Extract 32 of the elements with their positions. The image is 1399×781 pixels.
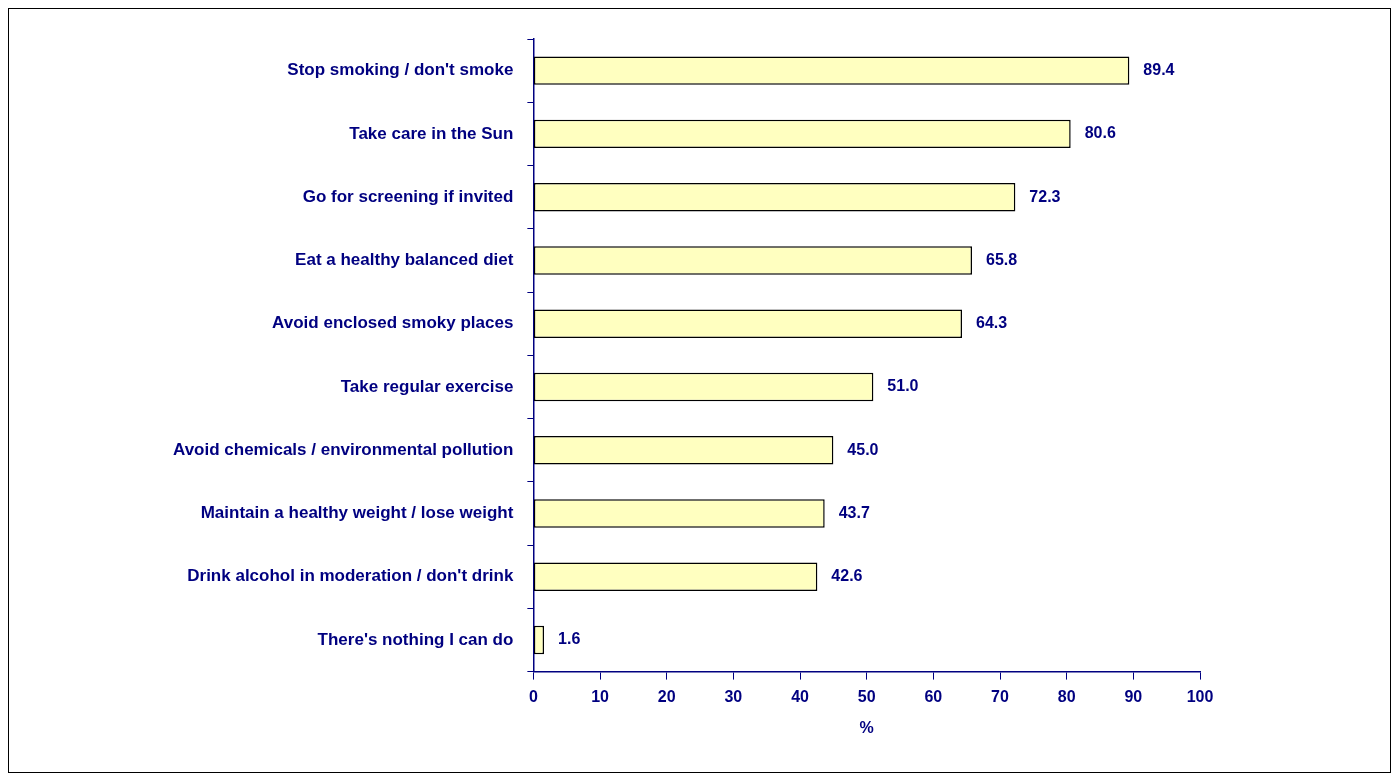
- y-tick-label: Maintain a healthy weight / lose weight: [200, 503, 514, 523]
- x-tick-label: 70: [991, 687, 1010, 705]
- y-tick-label: Drink alcohol in moderation / don't drink: [187, 566, 514, 586]
- x-tick-label: 20: [657, 687, 676, 705]
- x-tick-label: 0: [528, 687, 538, 705]
- data-label: 43.7: [838, 503, 870, 521]
- x-tick-label: 50: [857, 687, 876, 705]
- x-tick-label: 90: [1124, 687, 1143, 705]
- x-tick-label: 100: [1186, 687, 1214, 705]
- y-tick-label: Stop smoking / don't smoke: [287, 60, 514, 80]
- data-label: 72.3: [1029, 187, 1061, 205]
- y-tick-label: Take regular exercise: [340, 376, 514, 396]
- x-axis-title: %: [859, 718, 874, 736]
- y-tick-label: Avoid chemicals / environmental pollution: [173, 439, 514, 459]
- y-tick-label: Avoid enclosed smoky places: [272, 313, 514, 333]
- y-tick-label: Take care in the Sun: [349, 123, 514, 143]
- data-label: 80.6: [1084, 124, 1116, 142]
- data-label: 45.0: [847, 440, 879, 458]
- y-tick-label: There's nothing I can do: [317, 629, 514, 649]
- data-label: 65.8: [986, 250, 1018, 268]
- x-tick-label: 80: [1057, 687, 1076, 705]
- x-tick-label: 10: [591, 687, 610, 705]
- y-tick-label: Go for screening if invited: [302, 186, 514, 206]
- x-tick-label: 30: [724, 687, 743, 705]
- data-label: 51.0: [887, 377, 919, 395]
- y-tick-label: Eat a healthy balanced diet: [295, 250, 514, 270]
- data-label: 1.6: [558, 630, 581, 648]
- data-label: 64.3: [976, 314, 1008, 332]
- x-tick-label: 40: [791, 687, 810, 705]
- x-tick-label: 60: [924, 687, 943, 705]
- data-label: 89.4: [1143, 61, 1175, 79]
- data-label: 42.6: [831, 567, 863, 585]
